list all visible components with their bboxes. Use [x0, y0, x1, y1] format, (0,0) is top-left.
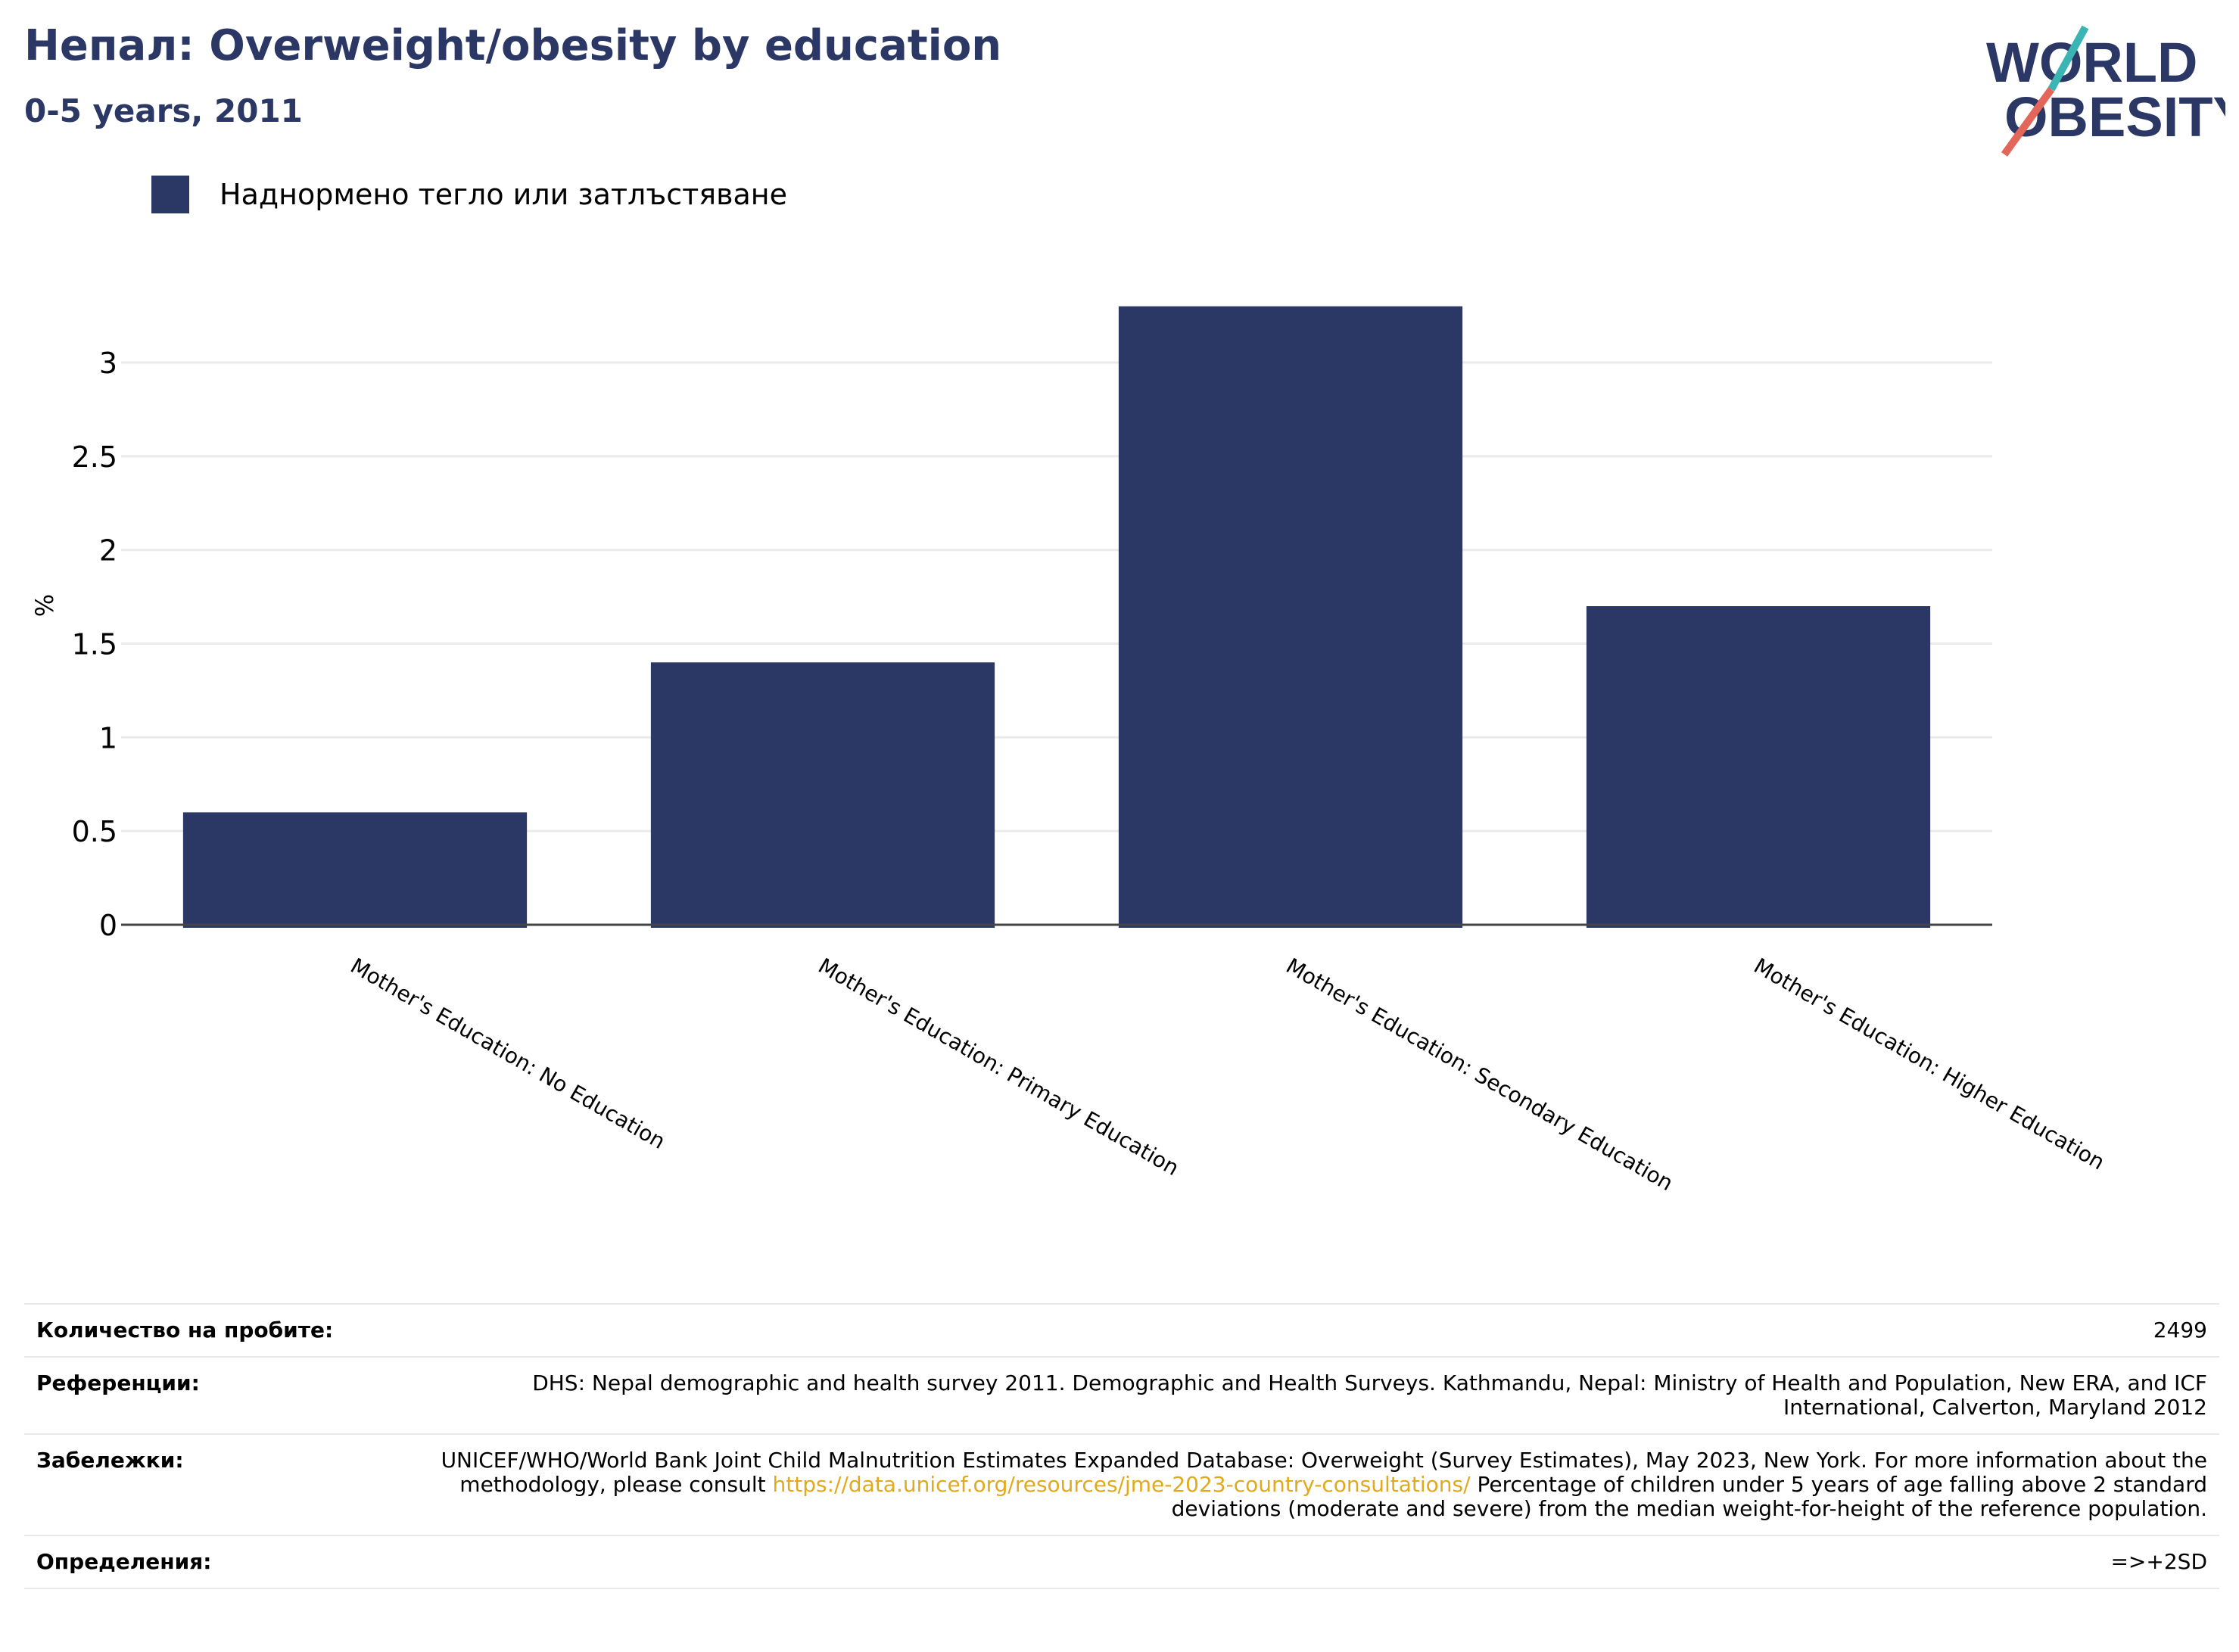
references-label: Референции:: [36, 1370, 200, 1395]
definitions-label: Определения:: [36, 1549, 212, 1574]
x-tick-label: Mother's Education: Higher Education: [1750, 953, 2110, 1174]
page-subtitle: 0-5 years, 2011: [24, 92, 303, 129]
logo-line2: OBESITY: [2004, 86, 2225, 148]
y-tick-label: 1: [99, 721, 117, 754]
meta-row-sample: Количество на пробите: 2499: [24, 1303, 2219, 1356]
meta-row-notes: Забележки: UNICEF/WHO/World Bank Joint C…: [24, 1433, 2219, 1535]
y-tick-label: 2: [99, 534, 117, 568]
legend-swatch: [151, 176, 189, 213]
logo-line1: WORLD: [1986, 31, 2198, 94]
y-tick-label: 0.5: [72, 815, 117, 848]
metadata-table: Количество на пробите: 2499 Референции: …: [24, 1303, 2219, 1589]
notes-text-after: Percentage of children under 5 years of …: [1171, 1472, 2207, 1521]
sample-size-value: 2499: [2153, 1318, 2207, 1342]
logo-slash-coral: [2001, 87, 2055, 157]
x-tick-label: Mother's Education: Primary Education: [814, 953, 1184, 1181]
meta-row-definitions: Определения: =>+2SD: [24, 1535, 2219, 1589]
references-value: DHS: Nepal demographic and health survey…: [532, 1370, 2207, 1420]
logo-slash-teal: [2047, 25, 2089, 92]
legend-label: Наднормено тегло или затлъстяване: [220, 178, 787, 211]
y-axis-label: %: [30, 594, 59, 617]
notes-link[interactable]: https://data.unicef.org/resources/jme-20…: [772, 1472, 1471, 1497]
x-tick-label: Mother's Education: No Education: [347, 953, 670, 1154]
chart-legend: Наднормено тегло или затлъстяване: [151, 176, 787, 213]
y-tick-label: 2.5: [72, 440, 117, 474]
y-tick-label: 3: [99, 347, 117, 380]
meta-row-references: Референции: DHS: Nepal demographic and h…: [24, 1356, 2219, 1433]
notes-label: Забележки:: [36, 1448, 184, 1473]
bar-chart: 0 0.5 1 1.5 2 2.5 3 Mother's Education: No Edu…: [30, 306, 2110, 1196]
x-tick-label: Mother's Education: Secondary Education: [1282, 953, 1677, 1196]
y-tick-label: 1.5: [72, 628, 117, 661]
page-title: Непал: Overweight/obesity by education: [24, 21, 1002, 70]
world-obesity-logo: WORLD OBESITY: [1986, 25, 2225, 157]
notes-text-before: UNICEF/WHO/World Bank Joint Child Malnut…: [441, 1448, 2207, 1497]
bar[interactable]: [1586, 606, 1931, 928]
sample-size-label: Количество на пробите:: [36, 1318, 334, 1342]
bar[interactable]: [182, 812, 528, 928]
notes-value: UNICEF/WHO/World Bank Joint Child Malnut…: [428, 1448, 2207, 1521]
definitions-value: =>+2SD: [2110, 1549, 2207, 1574]
bar[interactable]: [650, 662, 995, 928]
bar[interactable]: [1118, 306, 1463, 928]
y-tick-label: 0: [99, 909, 117, 942]
